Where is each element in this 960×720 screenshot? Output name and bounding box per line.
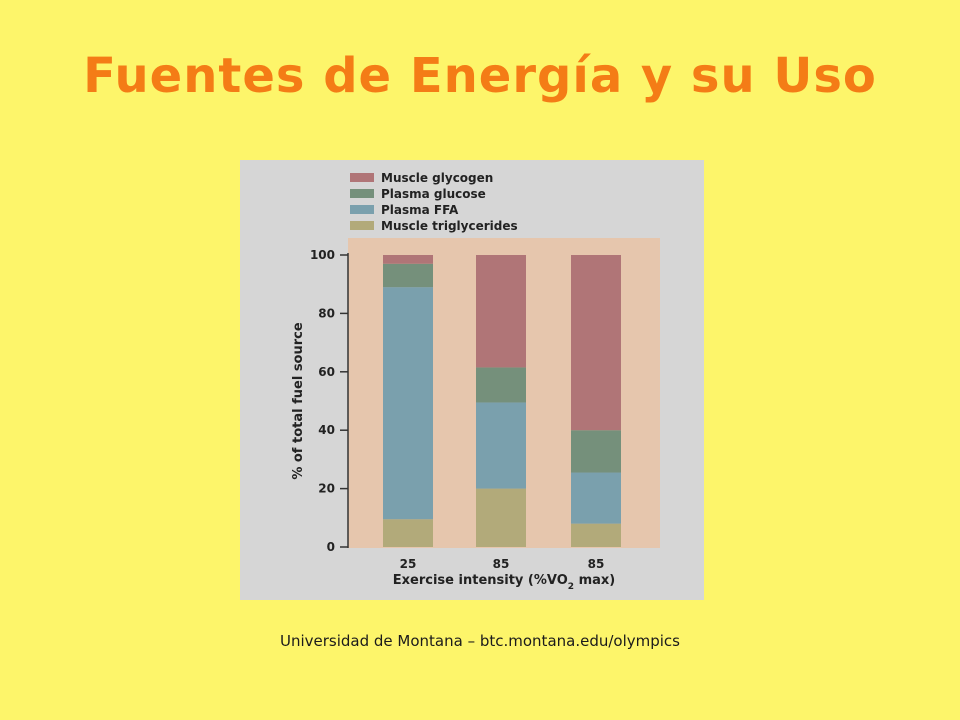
y-tick-label-4: 80 [318, 306, 335, 320]
bar-2-segment-1 [571, 472, 621, 524]
plot-area [348, 238, 660, 548]
legend-swatch-2 [350, 205, 374, 214]
x-tick-label-0: 25 [400, 557, 417, 571]
x-tick-label-2: 85 [588, 557, 605, 571]
bar-1-segment-2 [476, 367, 526, 403]
bar-2-segment-3 [571, 255, 621, 431]
stacked-bar-chart: Muscle glycogen Plasma glucose Plasma FFA M… [291, 171, 660, 592]
chart-axes: 0 20 40 60 80 100 25 85 85 Exercise intensity (%V… [291, 248, 615, 592]
bar-0-segment-2 [383, 263, 433, 288]
chart-panel: Muscle glycogen Plasma glucose Plasma FFA M… [240, 160, 704, 600]
bar-0-segment-3 [383, 255, 433, 264]
x-axis-label: Exercise intensity (%VO2 max) [393, 573, 615, 592]
x-tick-label-1: 85 [493, 557, 510, 571]
legend-label-2: Plasma FFA [381, 203, 459, 217]
y-axis-label: % of total fuel source [291, 322, 306, 480]
source-caption: Universidad de Montana – btc.montana.edu… [279, 632, 680, 650]
bar-1-segment-1 [476, 402, 526, 489]
y-tick-label-1: 20 [318, 482, 335, 496]
y-tick-label-3: 60 [318, 365, 335, 379]
legend-swatch-3 [350, 221, 374, 230]
bar-0-segment-1 [383, 287, 433, 520]
slide-title: Fuentes de Energía y su Uso [83, 48, 877, 104]
bar-2-segment-2 [571, 430, 621, 473]
chart-legend: Muscle glycogen Plasma glucose Plasma FFA M… [350, 171, 518, 233]
legend-label-3: Muscle triglycerides [381, 219, 518, 233]
y-tick-label-0: 0 [327, 540, 335, 554]
legend-label-0: Muscle glycogen [381, 171, 493, 185]
bar-0-segment-0 [383, 519, 433, 547]
y-tick-label-2: 40 [318, 423, 335, 437]
legend-label-1: Plasma glucose [381, 187, 486, 201]
bar-2-segment-0 [571, 523, 621, 547]
legend-swatch-1 [350, 189, 374, 198]
bar-1-segment-3 [476, 255, 526, 368]
y-tick-label-5: 100 [310, 248, 335, 262]
bar-1-segment-0 [476, 488, 526, 547]
legend-swatch-0 [350, 173, 374, 182]
